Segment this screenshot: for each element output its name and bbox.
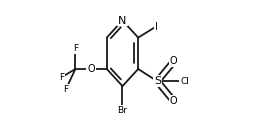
Text: Br: Br [118,106,127,115]
Text: N: N [118,15,127,26]
Text: O: O [87,64,95,74]
Text: F: F [59,73,64,82]
Text: F: F [63,85,68,94]
Text: F: F [73,44,78,53]
Text: O: O [170,56,178,67]
Text: S: S [154,76,161,86]
Text: O: O [170,96,178,106]
Text: Cl: Cl [180,77,189,86]
Text: I: I [154,22,157,32]
